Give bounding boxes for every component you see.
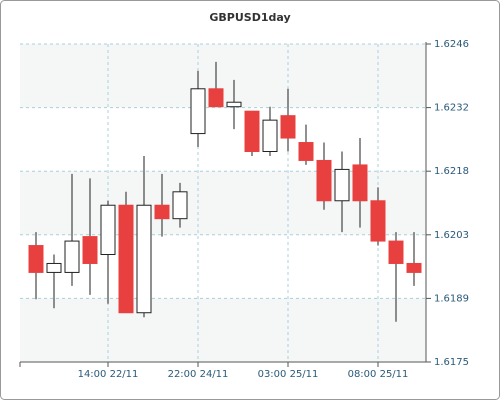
candle-body [262,119,278,152]
x-tick-label: 08:00 25/11 [348,369,409,380]
axes: 1.6175 1.6189 1.6203 1.6218 1.6232 1.6246 14:0… [19,39,469,380]
candle-body [244,110,260,152]
y-tick-label: 1.6175 [434,357,469,368]
candles [28,61,422,322]
candle-body [208,88,224,108]
candle-body [316,159,332,202]
candle-body [352,164,368,202]
y-tick-label: 1.6246 [434,39,469,50]
y-tick-label: 1.6203 [434,230,469,241]
candle-body [388,240,404,264]
candle-body [226,101,242,108]
candle-body [28,245,44,273]
candle-body [190,88,206,135]
candle-body [172,191,188,220]
y-tick-label: 1.6232 [434,103,469,114]
y-tick-label: 1.6218 [434,166,469,177]
candle-body [280,115,296,139]
plot-band [20,107,426,172]
x-tick-label: 22:00 24/11 [168,369,229,380]
candle-body [136,204,152,314]
candle-body [118,204,134,314]
candle-body [406,262,422,273]
candle-body [334,168,350,202]
y-tick-label: 1.6189 [434,293,469,304]
x-tick-label: 03:00 25/11 [258,369,319,380]
candle-body [64,240,80,273]
chart-title: GBPUSD1day [209,11,290,24]
candle-body [82,236,98,264]
x-tick-label: 14:00 22/11 [78,369,139,380]
plot-band [20,234,426,299]
candle-body [298,142,314,161]
candle-body [154,204,170,220]
candle-body [46,262,62,273]
candle-body [370,200,386,242]
candle-body [100,204,116,256]
